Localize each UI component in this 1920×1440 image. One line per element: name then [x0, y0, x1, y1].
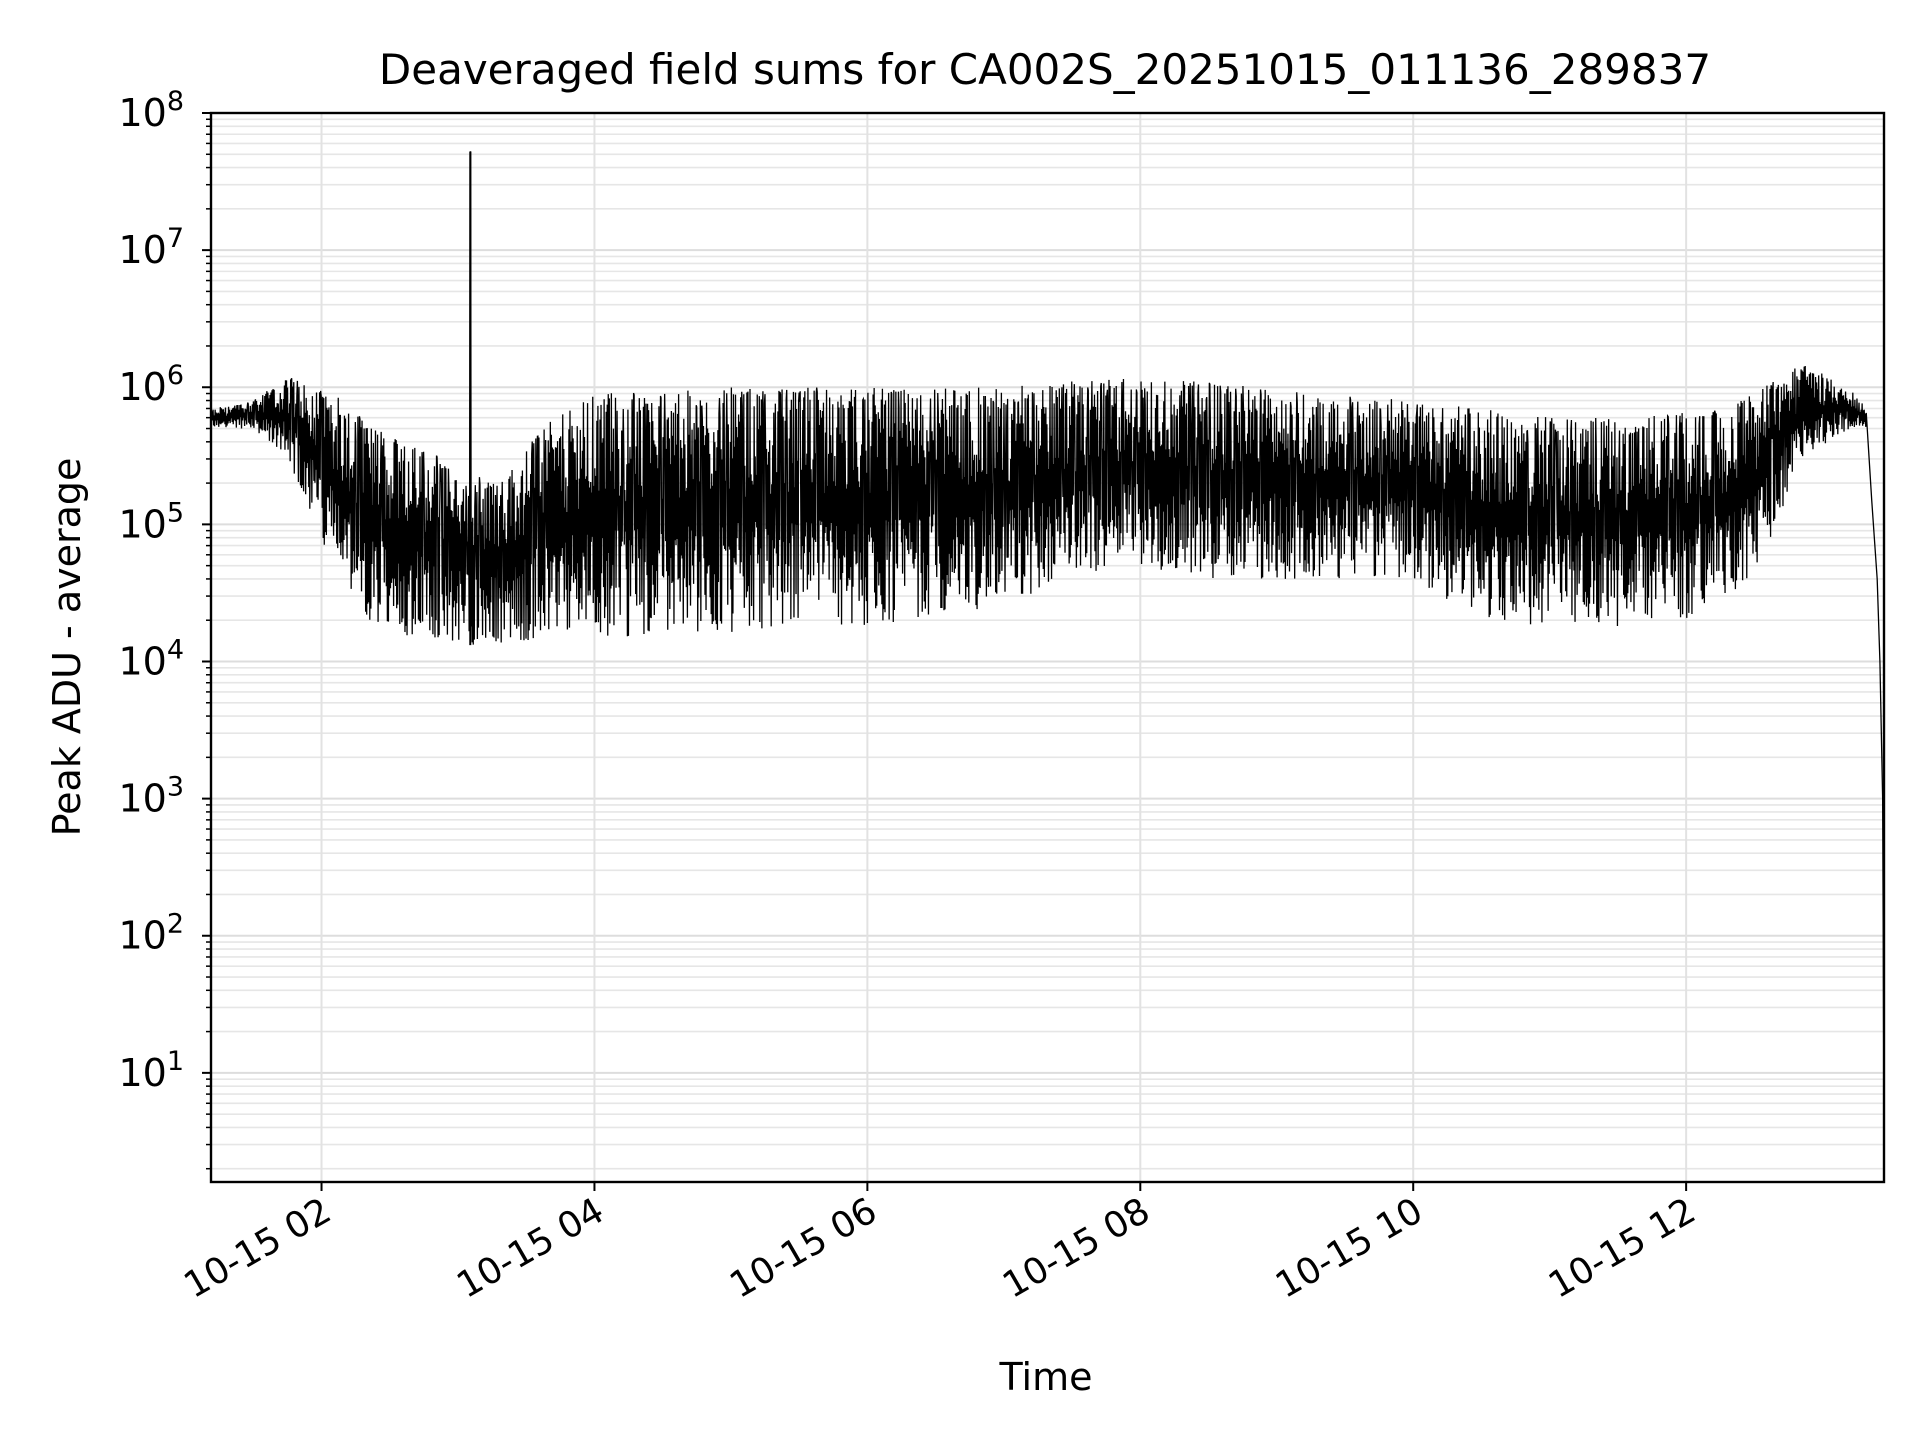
plot-area — [210, 151, 1885, 1131]
y-axis-label: Peak ADU - average — [45, 458, 89, 837]
axes-frame — [209, 111, 1886, 1184]
y-axis: 101 102 103 104 105 106 107 108 — [118, 86, 211, 1170]
chart-title: Deaveraged field sums for CA002S_2025101… — [379, 45, 1711, 94]
y-tick-label: 101 — [118, 1046, 184, 1095]
y-tick-label: 108 — [118, 86, 184, 135]
x-axis-label: Time — [999, 1355, 1093, 1399]
y-tick-label: 105 — [118, 497, 184, 546]
data-series-line — [210, 151, 1885, 1131]
y-tick-label: 102 — [118, 909, 184, 958]
y-tick-label: 104 — [118, 634, 184, 683]
y-tick-label: 106 — [118, 360, 184, 409]
y-tick-label: 107 — [118, 223, 184, 272]
y-tick-label: 103 — [118, 772, 184, 821]
